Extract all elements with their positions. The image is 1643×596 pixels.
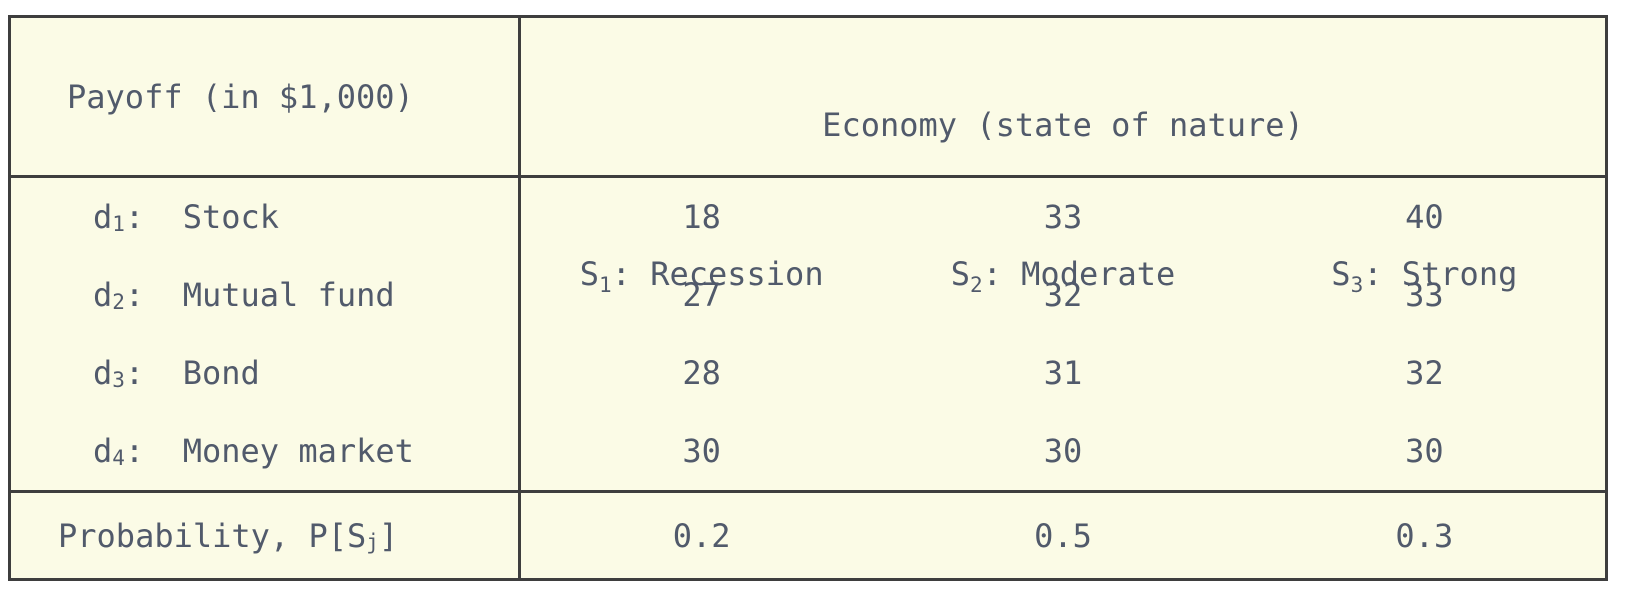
state-s1-base: S — [579, 255, 599, 293]
d4-base: d — [93, 432, 113, 470]
state-header-row: S1: Recession S2: Moderate S3: Strong — [521, 256, 1605, 297]
probability-value-s1: 0.2 — [521, 490, 883, 578]
d3-subscript: 3 — [112, 367, 125, 392]
d3-base: d — [93, 354, 113, 392]
payoff-title: Payoff (in $1,000) — [67, 77, 414, 116]
payoff-value-d4-s3: 30 — [1405, 432, 1444, 470]
payoff-value-d2-s1: 27 — [682, 276, 721, 314]
d2-base: d — [93, 276, 113, 314]
d4-subscript: 4 — [112, 445, 125, 470]
state-s3-text: : Strong — [1363, 255, 1518, 293]
probability-base: Probability, P[S — [58, 516, 367, 555]
payoff-value-d1-s1: 18 — [682, 198, 721, 236]
state-header-s1: S1: Recession — [521, 256, 882, 297]
payoff-value-d3-s2: 31 — [1043, 354, 1083, 392]
d1-base: d — [93, 198, 113, 236]
state-s1-subscript: 1 — [599, 272, 612, 297]
d1-subscript: 1 — [112, 211, 125, 236]
probability-value-s2: 0.5 — [882, 490, 1244, 578]
economy-group-header: Economy (state of nature) — [822, 106, 1304, 144]
payoff-value-d1-s3: 40 — [1405, 198, 1444, 236]
probability-row-label: Probability, P[S j] — [11, 490, 521, 578]
payoff-value-d3-s3: 32 — [1405, 354, 1444, 392]
state-s2-base: S — [950, 255, 970, 293]
state-header-s2: S2: Moderate — [882, 256, 1243, 297]
state-s2-subscript: 2 — [969, 272, 983, 297]
state-header-s3: S3: Strong — [1244, 256, 1605, 297]
payoff-value-d2-s2: 32 — [1043, 276, 1083, 314]
payoff-value-d2-s3: 33 — [1405, 276, 1444, 314]
probability-value-s3: 0.3 — [1243, 490, 1605, 578]
state-s1-text: : Recession — [611, 255, 824, 293]
state-s2-text: : Moderate — [982, 255, 1176, 293]
payoff-table: Payoff (in $1,000) Economy (state of nat… — [8, 15, 1608, 581]
probability-subscript: j — [366, 530, 379, 555]
payoff-corner-cell: Payoff (in $1,000) — [11, 18, 521, 178]
d2-text: : Mutual fund — [124, 276, 395, 314]
payoff-value-d3-s1: 28 — [682, 354, 721, 392]
payoff-value-d4-s2: 30 — [1043, 432, 1083, 470]
d2-subscript: 2 — [112, 289, 125, 314]
d3-text: : Bond — [124, 354, 260, 392]
d4-text: : Money market — [124, 432, 414, 470]
payoff-value-d4-s1: 30 — [682, 432, 721, 470]
state-s3-base: S — [1331, 255, 1351, 293]
payoff-value-d1-s2: 33 — [1043, 198, 1083, 236]
d1-text: : Stock — [124, 198, 280, 236]
state-s3-subscript: 3 — [1350, 272, 1364, 297]
economy-header-cell: Economy (state of nature) S1: Recession … — [521, 18, 1605, 297]
probability-text: ] — [378, 516, 399, 555]
